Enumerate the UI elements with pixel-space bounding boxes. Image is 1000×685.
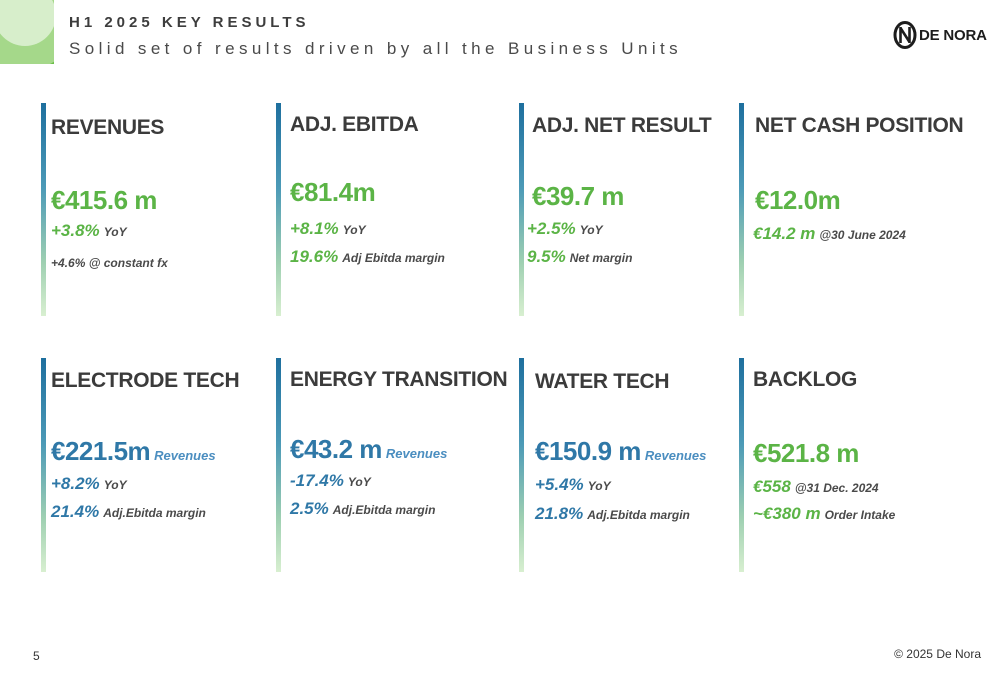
comparison-label: @31 Dec. 2024 [794,481,879,495]
card-backlog: BACKLOG €521.8 m €558 @31 Dec. 2024 ~€380… [739,358,949,572]
comparison-value: €14.2 m [753,224,816,243]
card-heading: ADJ. EBITDA [290,113,419,136]
margin-label: Adj.Ebitda margin [587,508,690,522]
order-intake-label: Order Intake [824,508,896,522]
copyright: © 2025 De Nora [894,647,981,661]
margin-label: Adj Ebitda margin [342,251,445,265]
card-line-1: +3.8% YoY [51,221,127,241]
card-line-2: 21.8% Adj.Ebitda margin [535,504,690,524]
revenue-amount: €150.9 m [535,436,641,466]
yoy-label: YoY [579,223,603,237]
card-revenues: REVENUES €415.6 m +3.8% YoY +4.6% @ const… [41,103,251,316]
corner-decoration [0,0,54,64]
margin-value: 9.5% [527,247,566,266]
margin-value: 2.5% [290,499,329,518]
card-adj-net-result: ADJ. NET RESULT €39.7 m +2.5% YoY 9.5% Net… [519,103,729,316]
card-line-2: 2.5% Adj.Ebitda margin [290,499,435,519]
card-line-1: +8.2% YoY [51,474,127,494]
card-heading: NET CASH POSITION [755,114,964,137]
page-title: H1 2025 KEY RESULTS [69,14,310,31]
yoy-value: +2.5% [527,219,576,238]
margin-label: Net margin [569,251,633,265]
card-value: €81.4m [290,177,376,207]
card-water-tech: WATER TECH €150.9 m Revenues +5.4% YoY 21.… [519,358,729,572]
card-value: €521.8 m [753,438,859,468]
yoy-label: YoY [103,225,127,239]
revenue-amount: €221.5m [51,436,151,466]
yoy-value: +3.8% [51,221,100,240]
page-subtitle: Solid set of results driven by all the B… [69,39,683,58]
revenue-amount: €43.2 m [290,434,382,464]
margin-value: 21.4% [51,502,100,521]
card-value: €150.9 m Revenues [535,436,706,467]
margin-label: Adj.Ebitda margin [103,506,206,520]
card-heading: REVENUES [51,116,165,139]
card-heading: WATER TECH [535,370,670,393]
comparison-label: @30 June 2024 [819,228,906,242]
yoy-label: YoY [347,475,371,489]
yoy-label: YoY [342,223,366,237]
card-heading: ENERGY TRANSITION [290,368,508,391]
revenue-unit: Revenues [154,448,216,463]
yoy-label: YoY [103,478,127,492]
logo-text: DE NORA [919,26,987,44]
yoy-value: +5.4% [535,475,584,494]
card-value: €39.7 m [532,181,624,211]
card-electrode-tech: ELECTRODE TECH €221.5m Revenues +8.2% YoY … [41,358,251,572]
card-line-1: +5.4% YoY [535,475,611,495]
card-line-1: +2.5% YoY [527,219,603,239]
card-value: €12.0m [755,185,841,215]
card-accent-bar [276,103,281,316]
card-line-1: -17.4% YoY [290,471,371,491]
margin-value: 21.8% [535,504,584,523]
card-accent-bar [41,103,46,316]
margin-value: 19.6% [290,247,339,266]
constant-fx-note: +4.6% @ constant fx [51,256,168,270]
card-heading: BACKLOG [753,368,858,391]
yoy-label: YoY [587,479,611,493]
comparison-value: €558 [753,477,791,496]
yoy-value: -17.4% [290,471,344,490]
card-accent-bar [739,103,744,316]
card-line-1: €14.2 m @30 June 2024 [753,224,906,244]
card-value: €415.6 m [51,185,157,215]
card-value: €43.2 m Revenues [290,434,447,465]
card-energy-transition: ENERGY TRANSITION €43.2 m Revenues -17.4%… [276,358,508,572]
card-accent-bar [519,103,524,316]
page-number: 5 [33,649,40,663]
margin-label: Adj.Ebitda margin [332,503,436,517]
card-accent-bar [519,358,524,572]
card-line-1: +8.1% YoY [290,219,366,239]
company-logo: DE NORA [893,20,987,50]
order-intake-value: ~€380 m [753,504,821,523]
card-accent-bar [739,358,744,572]
revenue-unit: Revenues [644,448,707,463]
yoy-value: +8.2% [51,474,100,493]
card-net-cash-position: NET CASH POSITION €12.0m €14.2 m @30 June… [739,103,964,316]
revenue-unit: Revenues [385,446,448,461]
yoy-value: +8.1% [290,219,339,238]
card-line-1: €558 @31 Dec. 2024 [753,477,879,497]
card-line-2: 9.5% Net margin [527,247,632,267]
card-accent-bar [41,358,46,572]
card-line-2: ~€380 m Order Intake [753,504,895,524]
card-adj-ebitda: ADJ. EBITDA €81.4m +8.1% YoY 19.6% Adj Ebi… [276,103,486,316]
card-heading: ELECTRODE TECH [51,369,240,392]
card-line-2: 21.4% Adj.Ebitda margin [51,502,206,522]
de-nora-logo-icon [893,20,917,50]
card-value: €221.5m Revenues [51,436,216,467]
card-heading: ADJ. NET RESULT [532,114,712,137]
card-line-2: 19.6% Adj Ebitda margin [290,247,445,267]
card-accent-bar [276,358,281,572]
